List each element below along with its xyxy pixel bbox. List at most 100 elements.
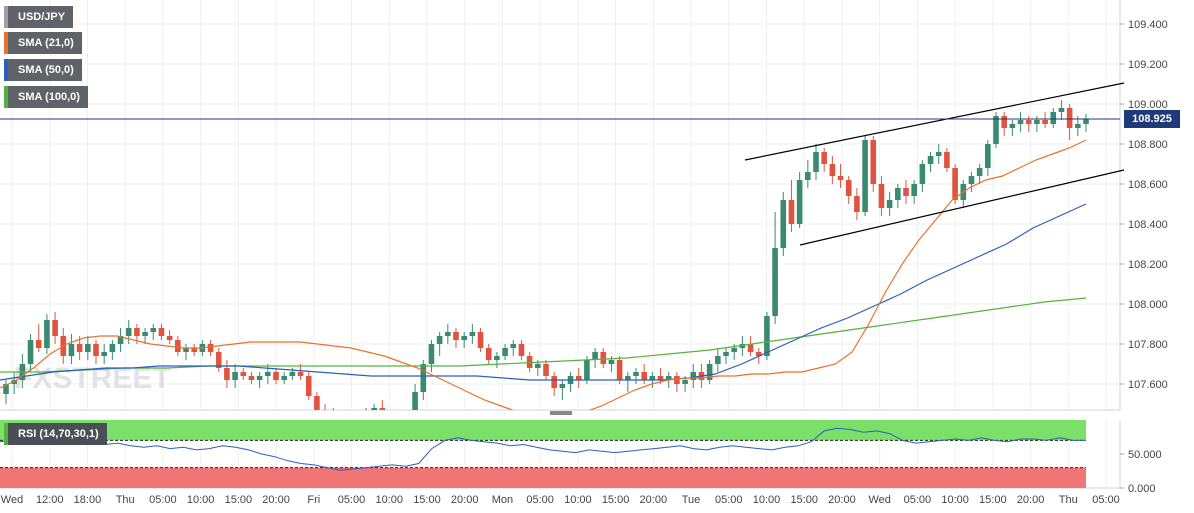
legend-sma50[interactable]: SMA (50,0) [4, 59, 82, 81]
rsi-line [0, 427, 1086, 471]
candle-body [289, 372, 296, 376]
candle-body [518, 344, 525, 356]
time-tick-label: 05:00 [526, 494, 554, 506]
candle-body [813, 152, 819, 172]
time-tick-label: 05:00 [338, 494, 366, 506]
candle-body [158, 328, 165, 336]
sma21-line [0, 139, 1087, 410]
candle-body [845, 180, 852, 196]
candle-body [314, 396, 320, 410]
time-tick-label: 18:00 [74, 494, 102, 506]
candle-body [854, 196, 860, 212]
candle-body [976, 168, 983, 176]
panel-splitter-handle [550, 411, 572, 415]
candle-body [633, 372, 639, 376]
candle-body [273, 372, 279, 380]
time-tick-label: 20:00 [262, 494, 290, 506]
candle-body [993, 116, 999, 144]
candle-body [183, 348, 189, 352]
candle-body [404, 416, 410, 420]
legend-sma21[interactable]: SMA (21,0) [4, 32, 82, 54]
candle-body [35, 340, 42, 348]
candle-body [935, 152, 942, 156]
candle-body [27, 340, 34, 364]
time-tick-label: 20:00 [828, 494, 856, 506]
sma100-line [0, 297, 1087, 373]
time-tick-label: Tue [682, 494, 701, 506]
candles-group [0, 100, 1089, 420]
price-tick-label: 108.600 [1128, 179, 1168, 191]
candle-body [829, 164, 836, 176]
candle-body [927, 156, 934, 164]
candle-body [755, 352, 762, 356]
candle-body [862, 140, 868, 212]
candle-body [780, 200, 787, 248]
sma50-line [0, 203, 1087, 381]
legend-rsi[interactable]: RSI (14,70,30,1) [4, 423, 107, 445]
candle-body [600, 352, 607, 364]
rsi-tick-label: 50.000 [1128, 449, 1162, 461]
candle-body [428, 344, 435, 364]
candle-body [805, 172, 811, 180]
candle-body [944, 152, 950, 168]
candle-body [85, 344, 91, 352]
candle-body [952, 168, 958, 200]
candle-body [919, 164, 926, 184]
current-price-label: 108.925 [1124, 110, 1180, 128]
candle-body [453, 332, 459, 340]
candle-body [895, 188, 901, 200]
candle-body [256, 376, 263, 380]
legend-symbol[interactable]: USD/JPY [4, 6, 74, 28]
time-tick-label: Thu [1059, 494, 1078, 506]
candle-body [52, 320, 58, 336]
candle-body [330, 416, 336, 420]
candle-body [535, 364, 541, 368]
candle-body [1025, 120, 1032, 124]
rsi-tick-label: 0.000 [1128, 483, 1156, 495]
candle-body [526, 356, 533, 368]
candle-body [477, 332, 484, 348]
candle-body [371, 408, 377, 410]
channel-lower-line [799, 169, 1125, 246]
candle-body [305, 376, 312, 396]
price-tick-label: 109.000 [1128, 99, 1168, 111]
candle-body [788, 200, 795, 224]
legend-sma100[interactable]: SMA (100,0) [4, 86, 88, 108]
time-tick-label: 10:00 [753, 494, 781, 506]
candle-body [44, 320, 50, 348]
candle-body [150, 328, 157, 332]
candle-body [281, 376, 287, 380]
candle-body [1042, 120, 1048, 124]
candle-body [191, 348, 197, 352]
candle-body [175, 340, 181, 352]
time-tick-label: 20:00 [640, 494, 668, 506]
price-tick-label: 107.600 [1128, 379, 1168, 391]
candle-body [870, 140, 877, 184]
candle-body [142, 332, 148, 336]
candle-body [878, 184, 885, 208]
price-tick-label: 108.400 [1128, 219, 1168, 231]
candle-body [215, 352, 222, 368]
candle-body [93, 344, 99, 356]
candle-body [649, 376, 656, 380]
candle-body [1009, 124, 1016, 128]
candle-body [706, 364, 713, 380]
rsi-oversold-zone [0, 467, 1086, 488]
candle-body [445, 332, 451, 336]
time-tick-label: 15:00 [225, 494, 253, 506]
time-tick-label: 05:00 [1092, 494, 1120, 506]
candle-body [608, 360, 615, 364]
candle-body [469, 332, 476, 336]
candle-body [494, 356, 500, 360]
time-tick-label: 20:00 [451, 494, 479, 506]
price-tick-label: 108.000 [1128, 299, 1168, 311]
candle-body [125, 328, 132, 336]
candle-body [584, 360, 590, 380]
candle-body [837, 176, 844, 180]
time-tick-label: 10:00 [941, 494, 969, 506]
time-tick-label: Fri [307, 494, 320, 506]
candle-body [322, 412, 328, 416]
candle-body [420, 364, 427, 392]
candle-body [1017, 120, 1024, 124]
